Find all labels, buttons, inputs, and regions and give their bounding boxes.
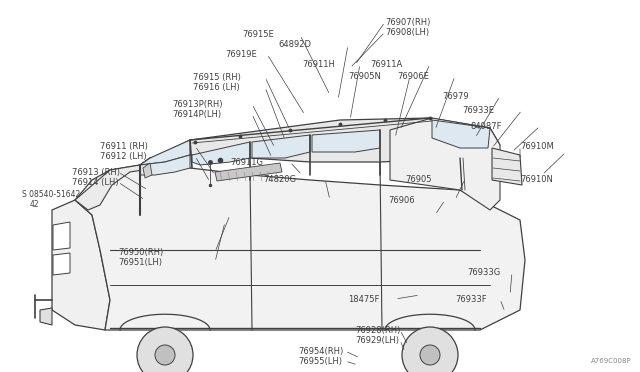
Text: 76906: 76906	[388, 196, 415, 205]
Text: 76905: 76905	[405, 175, 431, 184]
Text: 76951(LH): 76951(LH)	[118, 258, 162, 267]
Polygon shape	[75, 155, 180, 210]
Polygon shape	[390, 118, 500, 210]
Text: 76905N: 76905N	[348, 72, 381, 81]
Polygon shape	[215, 163, 282, 181]
Circle shape	[137, 327, 193, 372]
Text: 76911H: 76911H	[302, 60, 335, 69]
Polygon shape	[140, 155, 190, 175]
Text: 76907(RH): 76907(RH)	[385, 18, 430, 27]
Polygon shape	[143, 163, 152, 178]
Text: 76954(RH): 76954(RH)	[298, 347, 343, 356]
Text: 76914P(LH): 76914P(LH)	[172, 110, 221, 119]
Polygon shape	[312, 130, 380, 152]
Text: 76919E: 76919E	[225, 50, 257, 59]
Polygon shape	[140, 140, 190, 165]
Text: 76916 (LH): 76916 (LH)	[193, 83, 240, 92]
Text: 76979: 76979	[442, 92, 468, 101]
Text: 76911G: 76911G	[230, 158, 263, 167]
Text: 76933F: 76933F	[455, 295, 486, 304]
Polygon shape	[432, 120, 490, 148]
Polygon shape	[53, 222, 70, 250]
Text: 74820G: 74820G	[263, 175, 296, 184]
Text: A769C008P: A769C008P	[591, 358, 632, 364]
Text: 76950(RH): 76950(RH)	[118, 248, 163, 257]
Text: 76955(LH): 76955(LH)	[298, 357, 342, 366]
Text: 18475F: 18475F	[348, 295, 380, 304]
Text: 76908(LH): 76908(LH)	[385, 28, 429, 37]
Text: 76910N: 76910N	[520, 175, 553, 184]
Text: 76915 (RH): 76915 (RH)	[193, 73, 241, 82]
Polygon shape	[53, 253, 70, 275]
Text: 76911 (RH): 76911 (RH)	[100, 142, 148, 151]
Text: 42: 42	[30, 200, 40, 209]
Polygon shape	[192, 142, 250, 165]
Text: S 08540-51642: S 08540-51642	[22, 190, 80, 199]
Circle shape	[402, 327, 458, 372]
Text: 64892D: 64892D	[278, 40, 311, 49]
Text: 76933G: 76933G	[467, 268, 500, 277]
Polygon shape	[140, 118, 500, 165]
Text: 76914 (LH): 76914 (LH)	[72, 178, 118, 187]
Text: 76913P(RH): 76913P(RH)	[172, 100, 223, 109]
Polygon shape	[75, 165, 525, 330]
Polygon shape	[52, 200, 110, 330]
Text: 84987F: 84987F	[470, 122, 502, 131]
Text: 76912 (LH): 76912 (LH)	[100, 152, 147, 161]
Text: 76915E: 76915E	[242, 30, 274, 39]
Polygon shape	[492, 148, 522, 185]
Circle shape	[420, 345, 440, 365]
Text: 76913 (RH): 76913 (RH)	[72, 168, 120, 177]
Text: 76906E: 76906E	[397, 72, 429, 81]
Polygon shape	[40, 308, 52, 325]
Text: 76933E: 76933E	[462, 106, 494, 115]
Text: 76910M: 76910M	[520, 142, 554, 151]
Text: 76929(LH): 76929(LH)	[355, 336, 399, 345]
Text: 76928(RH): 76928(RH)	[355, 326, 401, 335]
Circle shape	[155, 345, 175, 365]
Text: 76911A: 76911A	[370, 60, 403, 69]
Polygon shape	[252, 135, 310, 158]
